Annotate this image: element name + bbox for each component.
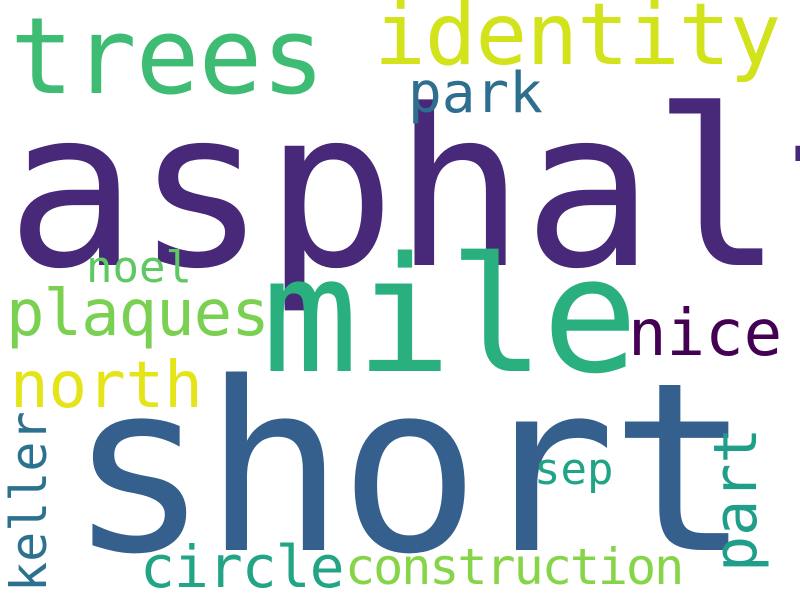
word-part: part bbox=[701, 427, 771, 573]
word-asphalt: asphalt bbox=[6, 64, 800, 317]
word-short: short bbox=[68, 333, 751, 606]
word-noel: noel bbox=[86, 242, 192, 293]
word-identity: identity bbox=[374, 0, 781, 85]
word-plaques: plaques bbox=[6, 277, 270, 351]
word-mile: mile bbox=[262, 222, 638, 409]
word-construction: construction bbox=[345, 538, 684, 596]
word-nice: nice bbox=[628, 297, 783, 371]
word-circle: circle bbox=[140, 533, 345, 601]
word-keller: keller bbox=[0, 411, 58, 592]
word-sep: sep bbox=[534, 444, 614, 495]
word-trees: trees bbox=[10, 0, 325, 118]
word-north: north bbox=[10, 349, 203, 423]
word-park: park bbox=[408, 61, 543, 126]
